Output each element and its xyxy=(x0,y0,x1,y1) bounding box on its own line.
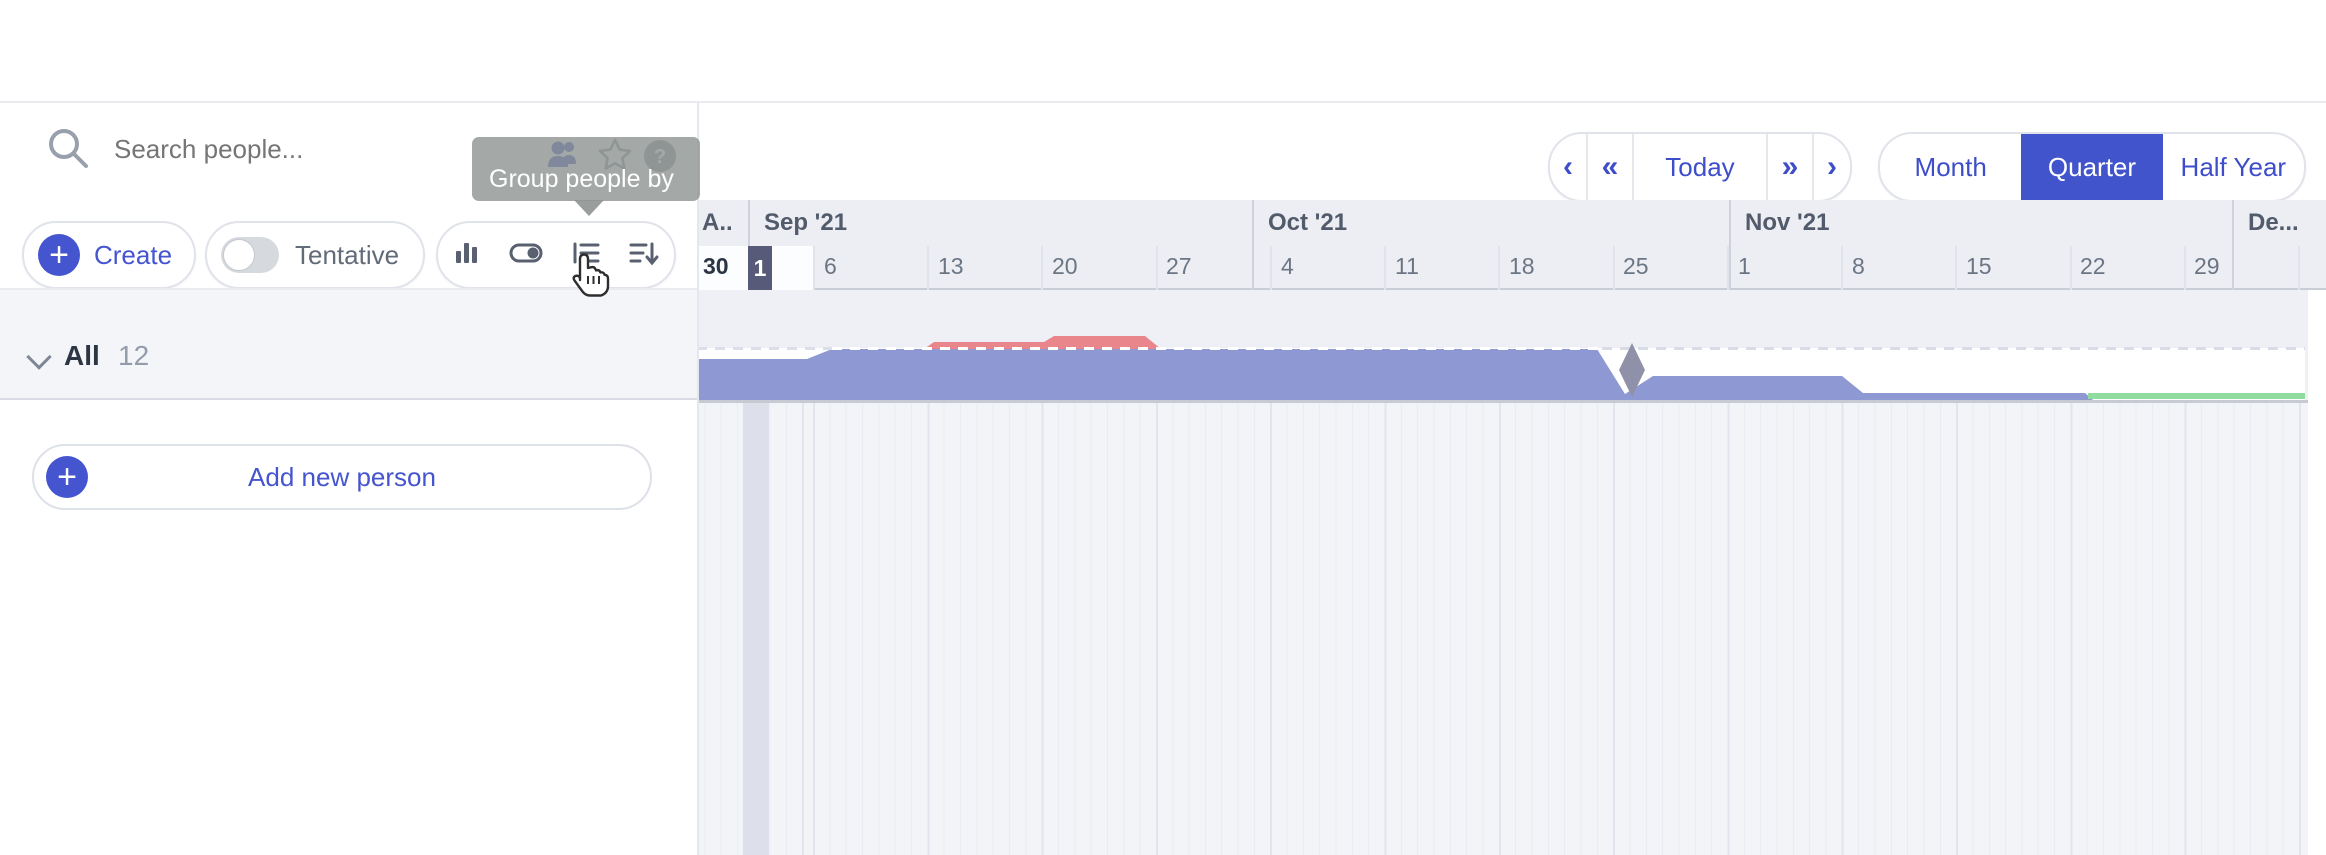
week-divider xyxy=(1727,246,1729,290)
segment-divider xyxy=(1812,134,1814,200)
month-divider xyxy=(748,200,750,290)
week-divider xyxy=(1841,246,1843,290)
create-button[interactable]: + Create xyxy=(22,221,196,289)
next-fast-button[interactable]: » xyxy=(1781,150,1799,183)
month-label-oct: Oct '21 xyxy=(1268,209,1348,236)
zoom-tab-group: Month Quarter Half Year xyxy=(1878,132,2306,202)
prev-fast-button[interactable]: « xyxy=(1601,150,1619,183)
top-nav-bar xyxy=(0,0,2326,103)
month-divider xyxy=(1729,200,1731,290)
capacity-chart[interactable] xyxy=(697,290,2326,403)
group-label: All xyxy=(64,340,100,371)
day-label: 29 xyxy=(2194,253,2220,279)
schedule-grid[interactable] xyxy=(697,403,2308,855)
actuals-green-line xyxy=(2088,393,2305,399)
date-nav-group: ‹ « Today » › xyxy=(1548,132,1852,202)
today-column-stripe xyxy=(743,403,769,855)
week-divider xyxy=(2184,246,2186,290)
group-row-all[interactable] xyxy=(0,290,697,400)
search-icon xyxy=(44,124,92,177)
month-label-sep: Sep '21 xyxy=(764,209,848,236)
group-count-badge: 12 xyxy=(118,340,150,371)
week-divider xyxy=(1270,246,1272,290)
segment-divider xyxy=(1766,134,1768,200)
panel-divider xyxy=(0,288,697,290)
next-arrow-button[interactable]: › xyxy=(1827,150,1837,183)
month-divider xyxy=(2232,200,2234,290)
week-divider xyxy=(2298,246,2300,290)
create-label: Create xyxy=(94,239,173,270)
sort-icon[interactable] xyxy=(628,238,660,273)
overbooked-area xyxy=(924,336,1161,349)
tooltip-text: Group people by xyxy=(489,165,674,193)
week-divider xyxy=(1613,246,1615,290)
tentative-toggle[interactable] xyxy=(221,237,279,273)
day-label: 15 xyxy=(1966,253,1992,279)
week-divider xyxy=(1955,246,1957,290)
add-new-person-button[interactable]: + Add new person xyxy=(32,444,652,510)
week-divider xyxy=(1384,246,1386,290)
day-label: 27 xyxy=(1166,253,1192,279)
week-divider xyxy=(813,246,815,290)
view-options-group xyxy=(436,221,676,289)
day-label: 4 xyxy=(1281,253,1294,279)
tooltip xyxy=(472,137,700,201)
day-label: 18 xyxy=(1509,253,1535,279)
day-label: 13 xyxy=(938,253,964,279)
tentative-label: Tentative xyxy=(295,239,400,270)
week-divider xyxy=(2070,246,2072,290)
today-button[interactable]: Today xyxy=(1665,151,1735,182)
week-divider xyxy=(1156,246,1158,290)
month-label-aug: A.. xyxy=(702,209,733,236)
hand-cursor xyxy=(566,250,612,305)
day-label: 25 xyxy=(1623,253,1649,279)
plus-icon: + xyxy=(46,456,88,498)
month-label-nov: Nov '21 xyxy=(1745,209,1830,236)
prev-arrow-button[interactable]: ‹ xyxy=(1563,150,1573,183)
plus-icon: + xyxy=(38,234,80,276)
right-gutter xyxy=(2308,290,2326,855)
tab-half-year[interactable]: Half Year xyxy=(2180,151,2287,182)
tab-quarter[interactable]: Quarter xyxy=(2021,134,2163,200)
month-label-dec: De... xyxy=(2248,209,2299,236)
allocated-area xyxy=(697,349,2093,400)
day-label: 6 xyxy=(824,253,837,279)
tab-month[interactable]: Month xyxy=(1914,151,1987,182)
week-divider xyxy=(927,246,929,290)
toggle-icon[interactable] xyxy=(509,238,543,273)
milestone-diamond xyxy=(1619,343,1645,397)
day-label: 30 xyxy=(703,253,729,279)
segment-divider xyxy=(1632,134,1634,200)
day-label: 11 xyxy=(1395,253,1419,279)
add-new-person-label: Add new person xyxy=(248,461,436,492)
week-divider xyxy=(1498,246,1500,290)
bar-chart-icon[interactable] xyxy=(452,238,482,273)
timeline-header[interactable] xyxy=(697,200,2326,290)
segment-divider xyxy=(1586,134,1588,200)
day-label: 20 xyxy=(1052,253,1078,279)
toggle-knob xyxy=(223,239,255,271)
panel-right-border xyxy=(697,101,699,855)
tooltip-pointer xyxy=(574,200,604,231)
day-label: 22 xyxy=(2080,253,2106,279)
month-divider xyxy=(1252,200,1254,290)
week-divider xyxy=(1041,246,1043,290)
today-marker-cell: 1 xyxy=(748,246,772,290)
search-input[interactable] xyxy=(112,133,476,166)
day-label: 8 xyxy=(1852,253,1865,279)
day-label: 1 xyxy=(1738,253,1751,279)
tentative-toggle-group: Tentative xyxy=(205,221,425,289)
